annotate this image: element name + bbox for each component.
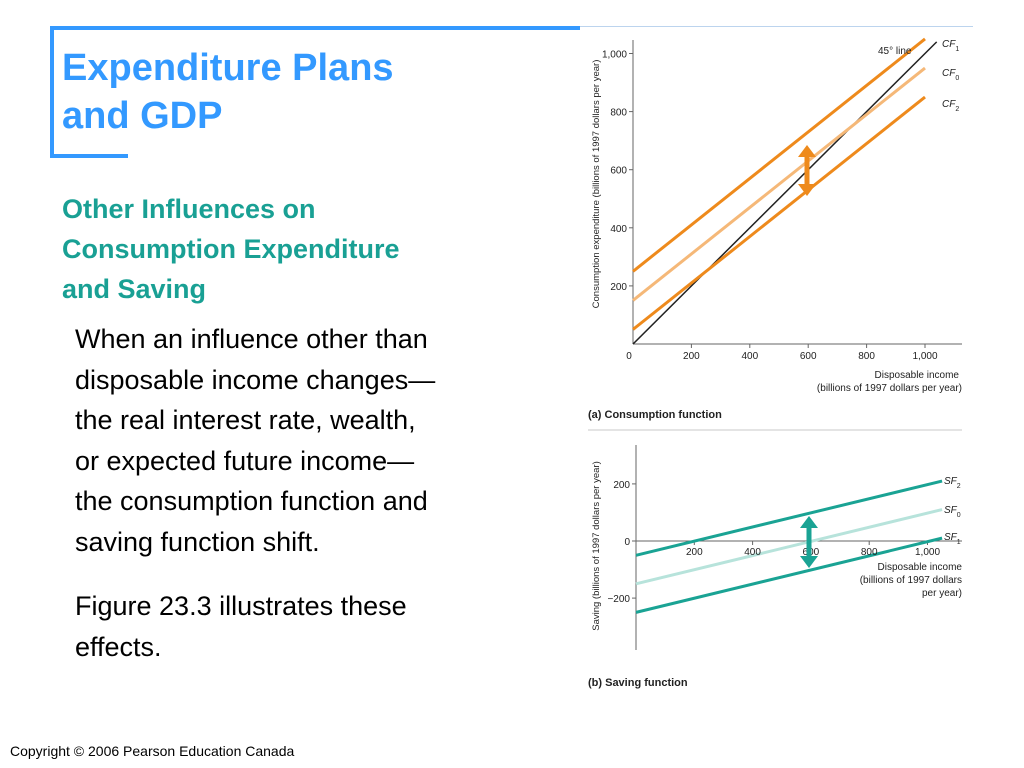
title-line-2: and GDP [62,95,223,137]
body-paragraph-1: When an influence other than disposable … [75,319,545,562]
title-underline [50,154,128,158]
body-line: or expected future income— [75,445,415,476]
panel-b-y-tick-label: 0 [624,537,630,548]
panel-a-y-tick-label: 600 [610,166,627,177]
panel-a-shift-arrows-head-up [798,145,816,157]
panel-b-y-tick-label: −200 [607,594,630,605]
panel-b-series-label: SF0 [944,505,961,519]
panel-b-series-label: SF1 [944,532,961,546]
page-title: Expenditure Plans and GDP [62,44,562,140]
panel-a-y-tick-label: 400 [610,224,627,235]
subtitle-line-1: Other Influences on [62,194,316,224]
copyright-notice: Copyright © 2006 Pearson Education Canad… [10,743,295,759]
panel-b-series-line [635,479,943,557]
panel-a-shift-arrows-head-down [798,184,816,196]
panel-b-caption: (b) Saving function [588,677,688,689]
panel-a-series-line [632,37,926,273]
panel-a-series-label: CF0 [942,68,959,82]
panel-b-x-tick-label: 200 [686,547,703,558]
panel-b-series-line [635,508,943,586]
body-line: Figure 23.3 illustrates these [75,591,407,621]
body-line: saving function shift. [75,526,320,557]
panel-a-series-line [632,95,926,331]
panel-a-series-label: CF2 [942,99,959,113]
title-line-1: Expenditure Plans [62,47,394,89]
panel-b-x-tick-label: 1,000 [915,547,940,558]
body-line: the consumption function and [75,486,428,516]
panel-a-series-label: CF1 [942,39,959,53]
body-line: When an influence other than [75,324,428,354]
panel-a-y-tick-label: 800 [610,108,627,119]
header-rule [580,26,973,27]
subtitle-line-3: and Saving [62,274,207,304]
panel-a-y-tick-label: 200 [610,282,627,293]
panel-a-x-axis-label: Disposable income [875,370,960,381]
panel-a-series-label: 45° line [878,46,912,57]
panel-a-caption: (a) Consumption function [588,409,722,421]
panel-b-x-tick-label: 800 [861,547,878,558]
section-subtitle: Other Influences on Consumption Expendit… [62,189,532,309]
panel-b-x-tick-label: 400 [744,547,761,558]
panel-a-series-line [632,66,926,302]
panel-b-x-axis-label: (billions of 1997 dollars [860,575,962,586]
panel-a-45-degree-line [632,41,938,345]
body-line: the real interest rate, wealth, [75,405,416,435]
panel-a-y-tick-label: 1,000 [602,50,627,61]
panel-b-series-label: SF2 [944,476,961,490]
panel-a-x-tick-label: 1,000 [912,351,937,362]
subtitle-line-2: Consumption Expenditure [62,234,400,264]
title-side-bar [50,26,54,158]
panel-a-x-tick-label: 0 [626,351,632,362]
panel-a-x-tick-label: 800 [858,351,875,362]
panel-a-x-axis-label: (billions of 1997 dollars per year) [817,383,962,394]
panel-b-y-axis-label: Saving (billions of 1997 dollars per yea… [591,461,602,631]
panel-b-series-line [635,536,943,614]
title-accent-bar [50,26,580,30]
panel-b-shift-arrows-head-down [800,556,818,568]
body-line: effects. [75,631,162,662]
panel-b-shift-arrows-head-up [800,516,818,528]
body-line: disposable income changes— [75,364,436,395]
panel-a-y-axis-label: Consumption expenditure (billions of 199… [591,60,602,309]
panel-b-y-tick-label: 200 [613,480,630,491]
body-paragraph-2: Figure 23.3 illustrates these effects. [75,586,545,667]
panel-a-x-tick-label: 600 [800,351,817,362]
panel-b-x-axis-label: per year) [922,588,962,599]
panel-a-x-tick-label: 200 [683,351,700,362]
panel-a-x-tick-label: 400 [741,351,758,362]
panel-b-x-axis-label: Disposable income [878,562,963,573]
